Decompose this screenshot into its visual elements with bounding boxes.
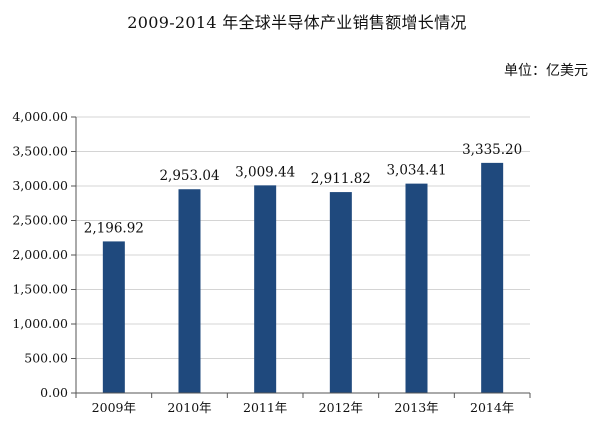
y-tick-label: 500.00 [24, 351, 68, 366]
x-tick-label: 2011年 [243, 400, 287, 415]
data-label: 2,196.92 [84, 220, 144, 236]
y-tick-label: 1,000.00 [12, 316, 68, 331]
x-tick-label: 2014年 [470, 400, 514, 415]
data-label: 3,034.41 [386, 163, 446, 179]
x-axis: 2009年 2010年 2011年 2012年 2013年 2014年 [75, 392, 531, 415]
y-tick-label: 4,000.00 [12, 109, 68, 124]
unit-label: 单位：亿美元 [504, 63, 588, 79]
x-tick-label: 2013年 [394, 400, 438, 415]
data-label: 3,335.20 [462, 142, 522, 158]
y-tick-label: 2,000.00 [12, 247, 68, 262]
bar [329, 192, 352, 393]
chart-title: 2009-2014 年全球半导体产业销售额增长情况 [127, 13, 467, 32]
y-tick-label: 1,500.00 [12, 282, 68, 297]
x-tick-label: 2009年 [92, 400, 136, 415]
y-axis: 0.00 500.00 1,000.00 1,500.00 2,000.00 2,500.… [12, 109, 77, 400]
data-labels: 2,196.92 2,953.04 3,009.44 2,911.82 3,034.41… [84, 142, 522, 237]
data-label: 2,911.82 [311, 171, 371, 187]
bar [102, 241, 125, 393]
bar [481, 162, 504, 393]
bars [102, 162, 504, 393]
data-label: 3,009.44 [235, 164, 295, 180]
bar [405, 183, 428, 393]
y-tick-label: 3,000.00 [12, 178, 68, 193]
bar [254, 185, 277, 393]
x-tick-label: 2010年 [167, 400, 211, 415]
y-tick-label: 3,500.00 [12, 144, 68, 159]
y-tick-label: 0.00 [40, 385, 68, 400]
data-label: 2,953.04 [159, 168, 219, 184]
x-tick-label: 2012年 [319, 400, 363, 415]
y-tick-label: 2,500.00 [12, 213, 68, 228]
gridlines [76, 116, 530, 359]
bar [178, 189, 201, 393]
